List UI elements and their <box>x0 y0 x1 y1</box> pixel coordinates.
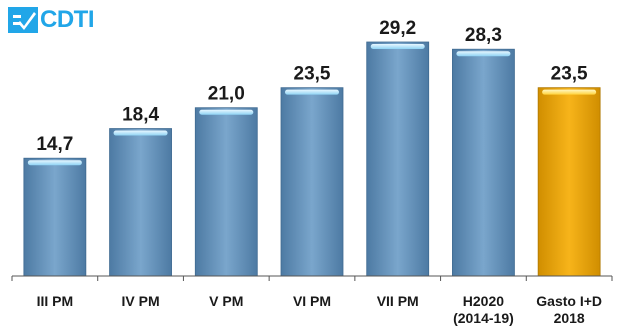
bar-1 <box>23 157 87 277</box>
data-label-5: 29,2 <box>379 18 416 39</box>
data-label-6: 28,3 <box>465 25 502 46</box>
bar-6 <box>452 48 515 277</box>
x-tick-label-6-line-2: (2014-19) <box>453 310 514 326</box>
bar-7 <box>537 87 601 277</box>
x-tick-label-7-line-2: 2018 <box>554 310 585 326</box>
x-tick-label-5: VII PM <box>377 293 419 309</box>
bar-3 <box>194 107 258 277</box>
data-label-7: 23,5 <box>551 64 588 85</box>
bar-highlight-5 <box>370 44 425 49</box>
data-label-4: 23,5 <box>294 64 331 85</box>
bar-highlight-4 <box>285 89 339 95</box>
bar-2 <box>109 128 172 277</box>
bar-highlight-6 <box>456 51 511 57</box>
x-tick-label-2: IV PM <box>122 293 160 309</box>
x-tick-label-1: III PM <box>37 293 74 309</box>
x-tick-label-3: V PM <box>209 293 243 309</box>
data-label-2: 18,4 <box>122 105 159 126</box>
x-tick-label-6-line-1: H2020 <box>463 293 504 309</box>
cdti-logo-icon <box>8 7 38 33</box>
bar-4 <box>280 87 344 277</box>
bar-highlight-2 <box>113 130 168 136</box>
bar-highlight-1 <box>27 160 82 166</box>
x-tick-label-4: VI PM <box>293 293 331 309</box>
data-label-1: 14,7 <box>36 134 73 155</box>
bar-5 <box>366 41 430 277</box>
cdti-logo-text: CDTI <box>40 6 95 33</box>
bar-highlight-3 <box>199 109 254 115</box>
data-label-3: 21,0 <box>208 84 245 105</box>
bar-highlight-7 <box>542 89 597 95</box>
x-tick-label-7-line-1: Gasto I+D <box>536 293 602 309</box>
cdti-logo: CDTI <box>8 6 95 34</box>
